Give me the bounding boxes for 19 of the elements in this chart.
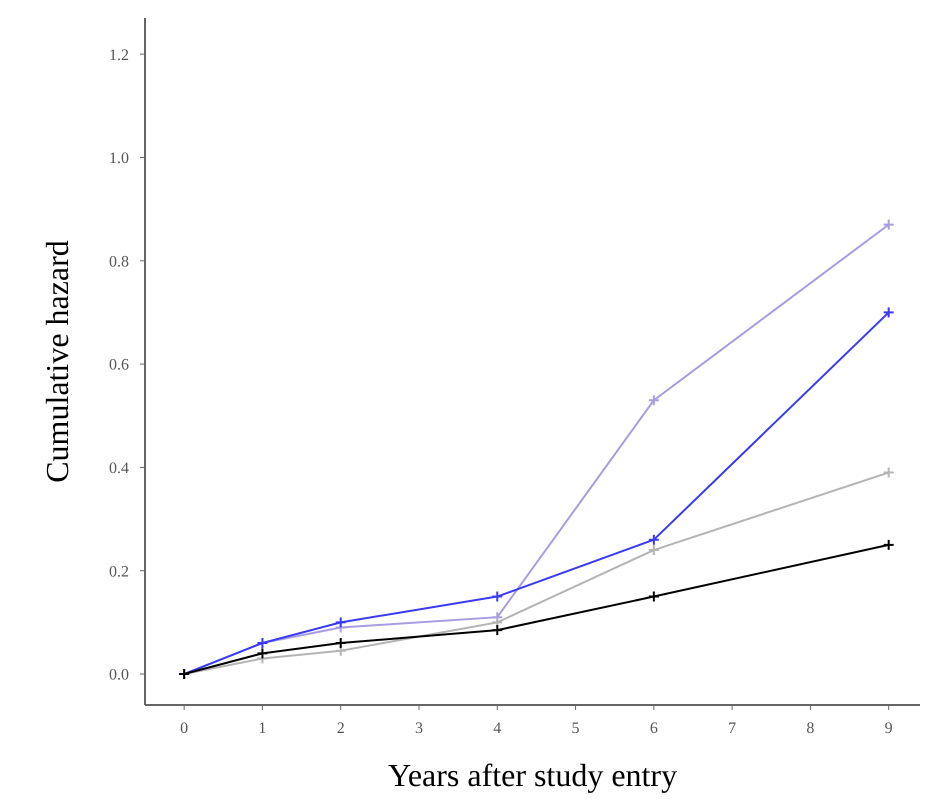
- x-tick-label: 5: [572, 720, 580, 737]
- y-tick-label: 0.4: [109, 460, 129, 477]
- y-tick-label: 0.6: [109, 356, 129, 374]
- x-tick-label: 1: [258, 720, 266, 737]
- x-tick-label: 4: [493, 720, 502, 737]
- x-tick-label: 6: [650, 720, 658, 737]
- x-tick-label: 7: [728, 720, 736, 737]
- y-tick-label: 0.8: [109, 253, 129, 270]
- x-tick-label: 0: [180, 720, 188, 737]
- x-tick-label: 2: [336, 720, 345, 737]
- x-tick-label: 9: [884, 720, 893, 737]
- y-axis-title: Cumulative hazard: [39, 240, 75, 483]
- y-tick-label: 0.2: [109, 563, 129, 580]
- x-axis-title: Years after study entry: [388, 757, 678, 793]
- x-tick-label: 8: [806, 720, 814, 737]
- y-tick-label: 1.2: [109, 46, 129, 64]
- y-tick-label: 0.0: [109, 666, 129, 684]
- x-tick-label: 3: [414, 720, 423, 737]
- y-tick-label: 1.0: [109, 150, 129, 168]
